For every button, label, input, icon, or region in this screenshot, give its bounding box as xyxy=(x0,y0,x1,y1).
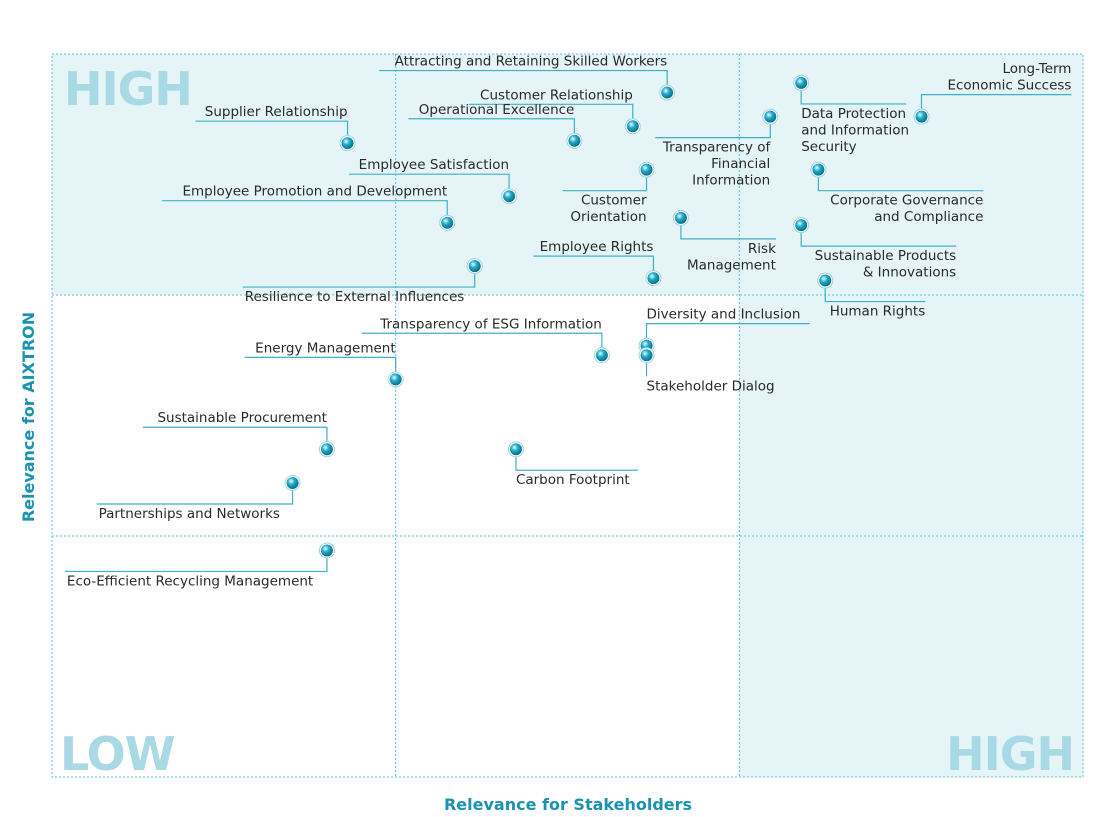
point-label: Corporate Governance xyxy=(830,193,983,209)
data-point: Operational Excellence xyxy=(408,102,583,149)
data-point: Human Rights xyxy=(817,272,926,320)
point-marker xyxy=(626,120,639,133)
point-label: Transparency of xyxy=(662,140,772,156)
y-axis-title: Relevance for AIXTRON xyxy=(19,312,38,522)
point-label: and Information xyxy=(801,122,909,138)
point-label: and Compliance xyxy=(874,209,983,225)
data-point: Carbon Footprint xyxy=(507,441,638,488)
data-point: Sustainable Products& Innovations xyxy=(793,217,957,281)
point-marker xyxy=(509,443,522,456)
data-point: Customer Relationship xyxy=(468,87,641,135)
point-marker xyxy=(320,443,333,456)
point-marker xyxy=(661,86,674,99)
zone-high-relevance-stakeholders xyxy=(739,295,1083,777)
zone-high-relevance-aixtron xyxy=(52,54,1083,295)
corner-label-bottom-right: HIGH xyxy=(946,727,1074,781)
point-marker xyxy=(341,137,354,150)
leader-line xyxy=(515,449,638,471)
leader-line xyxy=(361,332,603,356)
data-points: Attracting and Retaining Skilled Workers… xyxy=(64,54,1072,589)
data-point: Employee Satisfaction xyxy=(349,157,518,205)
point-marker xyxy=(595,349,608,362)
plot-border xyxy=(51,53,1084,778)
point-label: Employee Rights xyxy=(540,239,654,255)
point-marker xyxy=(640,349,653,362)
data-point: Employee Rights xyxy=(533,239,662,287)
corner-label-top-left: HIGH xyxy=(64,62,192,116)
data-point: Stakeholder Dialog xyxy=(638,347,775,394)
point-marker xyxy=(441,216,454,229)
leader-line xyxy=(64,550,328,573)
point-label: Long-Term xyxy=(1002,61,1071,77)
point-marker xyxy=(819,274,832,287)
data-point: Partnerships and Networks xyxy=(96,474,301,522)
point-label: Attracting and Retaining Skilled Workers xyxy=(395,54,668,70)
point-marker xyxy=(468,260,481,273)
point-label: Carbon Footprint xyxy=(516,472,630,488)
data-point: Employee Promotion and Development xyxy=(162,184,456,231)
point-label: Employee Promotion and Development xyxy=(183,184,448,200)
point-marker xyxy=(568,134,581,147)
point-marker xyxy=(915,110,928,123)
point-label: Resilience to External Influences xyxy=(245,289,465,305)
point-label: Customer Relationship xyxy=(480,87,633,103)
point-label: Sustainable Procurement xyxy=(157,410,326,426)
point-label: Stakeholder Dialog xyxy=(647,378,775,394)
point-label: Employee Satisfaction xyxy=(359,157,509,173)
point-label: Energy Management xyxy=(255,340,395,356)
corner-label-bottom-left: LOW xyxy=(60,727,175,781)
leader-line xyxy=(96,482,294,505)
point-marker xyxy=(389,373,402,386)
point-label: Economic Success xyxy=(947,78,1071,94)
point-label: Supplier Relationship xyxy=(205,104,348,120)
point-label: Security xyxy=(801,139,856,155)
data-point: Transparency of ESG Information xyxy=(361,316,610,364)
point-label: Eco-Efficient Recycling Management xyxy=(67,573,313,589)
data-point: Resilience to External Influences xyxy=(242,258,483,305)
point-marker xyxy=(640,163,653,176)
point-label: Transparency of ESG Information xyxy=(379,316,602,332)
point-label: Customer xyxy=(581,193,647,209)
point-marker xyxy=(647,272,660,285)
data-point: Attracting and Retaining Skilled Workers xyxy=(379,54,676,101)
point-label: Sustainable Products xyxy=(815,248,957,264)
point-label: Data Protection xyxy=(801,106,906,122)
point-label: Partnerships and Networks xyxy=(99,506,280,522)
leader-line xyxy=(142,426,328,450)
point-marker xyxy=(320,544,333,557)
leader-line xyxy=(244,356,397,380)
point-label: Information xyxy=(692,173,770,189)
point-label: Management xyxy=(687,257,776,273)
point-marker xyxy=(674,211,687,224)
point-label: Orientation xyxy=(570,209,646,225)
point-label: Human Rights xyxy=(830,304,926,320)
point-marker xyxy=(503,190,516,203)
point-label: Diversity and Inclusion xyxy=(647,307,801,323)
point-marker xyxy=(764,110,777,123)
point-label: & Innovations xyxy=(863,265,956,281)
data-point: Energy Management xyxy=(244,340,404,388)
point-label: Operational Excellence xyxy=(419,102,575,118)
point-marker xyxy=(812,163,825,176)
data-point: Sustainable Procurement xyxy=(142,410,335,458)
point-marker xyxy=(795,76,808,89)
point-label: Risk xyxy=(748,241,776,257)
point-label: Financial xyxy=(711,156,770,172)
x-axis-title: Relevance for Stakeholders xyxy=(444,795,692,814)
point-marker xyxy=(286,476,299,489)
point-marker xyxy=(795,219,808,232)
data-point: Eco-Efficient Recycling Management xyxy=(64,542,335,589)
data-point: Supplier Relationship xyxy=(195,104,356,152)
